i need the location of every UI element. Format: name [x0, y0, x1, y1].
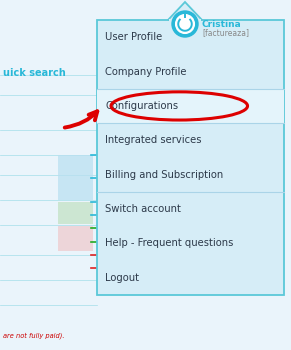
Text: Integrated services: Integrated services: [105, 135, 201, 145]
Text: Company Profile: Company Profile: [105, 66, 187, 77]
Text: uick search: uick search: [3, 68, 66, 78]
Text: [factureaza]: [factureaza]: [202, 28, 249, 37]
Polygon shape: [168, 2, 202, 20]
Circle shape: [176, 15, 194, 33]
Bar: [97, 89, 284, 123]
Text: User Profile: User Profile: [105, 32, 162, 42]
Text: are not fully paid).: are not fully paid).: [3, 332, 65, 338]
Circle shape: [172, 11, 198, 37]
Text: Configurations: Configurations: [105, 101, 178, 111]
Bar: [58, 226, 93, 251]
Text: Switch account: Switch account: [105, 204, 181, 214]
Text: Billing and Subscription: Billing and Subscription: [105, 170, 223, 180]
Bar: [58, 155, 93, 200]
Text: Help - Frequent questions: Help - Frequent questions: [105, 238, 233, 248]
Bar: [169, 19, 201, 22]
Bar: [97, 20, 284, 295]
Bar: [58, 202, 93, 224]
Text: Logout: Logout: [105, 273, 139, 283]
Text: Cristina: Cristina: [202, 20, 242, 29]
